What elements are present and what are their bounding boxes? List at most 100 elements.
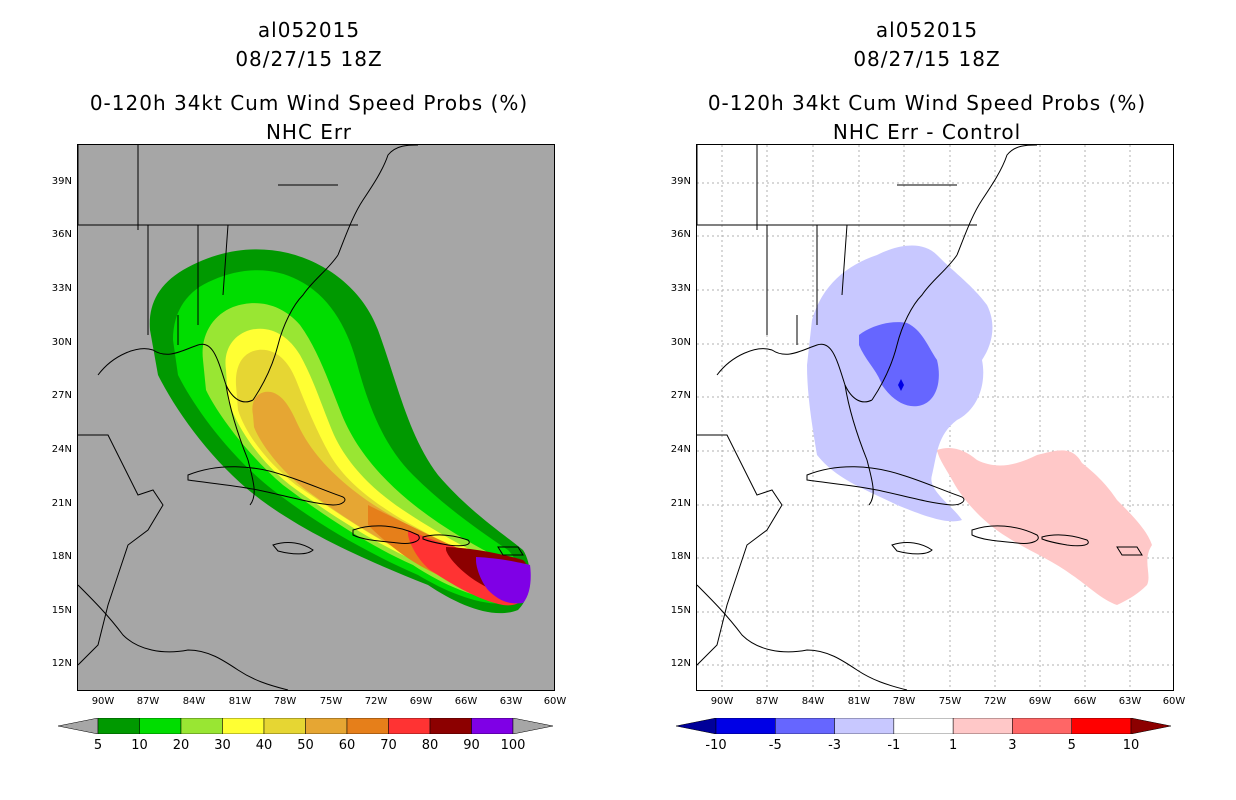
- lon-label: 78W: [273, 696, 297, 707]
- lon-label: 63W: [1118, 696, 1142, 707]
- colorbar-label: 10: [131, 738, 148, 753]
- lon-label: 72W: [364, 696, 388, 707]
- colorbar-label: -3: [828, 738, 842, 753]
- lon-label: 60W: [543, 696, 567, 707]
- colorbar-segment: [1071, 718, 1132, 734]
- colorbar-segment: [429, 718, 472, 734]
- colorbar-segment: [952, 718, 1013, 734]
- colorbar-segment: [388, 718, 431, 734]
- lon-label: 78W: [892, 696, 916, 707]
- probability-swath: [149, 249, 531, 614]
- difference-map-canvas: [697, 145, 1173, 690]
- lon-label: 75W: [319, 696, 343, 707]
- lat-label: 12N: [51, 658, 72, 669]
- colorbar-label: 3: [1008, 738, 1017, 753]
- colorbar-label: 5: [1067, 738, 1076, 753]
- colorbar-segment: [346, 718, 389, 734]
- panel-subtitle: NHC Err: [265, 120, 353, 144]
- lat-label: 27N: [670, 390, 691, 401]
- lon-label: 66W: [454, 696, 478, 707]
- colorbar-label: 100: [500, 738, 526, 753]
- colorbar-label: 80: [421, 738, 439, 753]
- colorbar-segment: [263, 718, 306, 734]
- lon-label: 72W: [983, 696, 1007, 707]
- storm-id: al052015: [257, 18, 361, 42]
- difference-map: [696, 144, 1174, 691]
- colorbar-label: 1: [949, 738, 958, 753]
- left-panel: al052015 08/27/15 18Z 0-120h 34kt Cum Wi…: [51, 18, 567, 753]
- lat-label: 21N: [51, 498, 72, 509]
- lat-label: 15N: [51, 605, 72, 616]
- colorbar-segment: [471, 718, 514, 734]
- product-title: 0-120h 34kt Cum Wind Speed Probs (%): [89, 91, 529, 115]
- colorbar-segment: [97, 718, 140, 734]
- colorbar-label: 10: [1122, 738, 1140, 753]
- colorbar-segment: [1012, 718, 1072, 734]
- lat-label: 33N: [670, 283, 691, 294]
- lat-label: 12N: [670, 658, 691, 669]
- colorbar-segment: [180, 718, 223, 734]
- colorbar-label: 60: [338, 738, 356, 753]
- colorbar-segment: [139, 718, 182, 734]
- difference-contours: [807, 245, 1152, 605]
- lat-label: 36N: [51, 229, 72, 240]
- coastlines: [697, 145, 1143, 690]
- lon-label: 60W: [1162, 696, 1186, 707]
- lon-label: 69W: [1028, 696, 1052, 707]
- panel-subtitle: NHC Err - Control: [832, 120, 1022, 144]
- lat-label: 24N: [670, 444, 691, 455]
- colorbar-segment: [834, 718, 895, 734]
- lat-label: 18N: [670, 551, 691, 562]
- lon-label: 87W: [136, 696, 160, 707]
- coastlines: [78, 145, 524, 690]
- lat-label: 30N: [51, 337, 72, 348]
- forecast-datetime: 08/27/15 18Z: [235, 47, 383, 71]
- colorbar-segment: [775, 718, 835, 734]
- colorbar: [58, 718, 553, 734]
- lat-label: 21N: [670, 498, 691, 509]
- right-panel: al052015 08/27/15 18Z 0-120h 34kt Cum Wi…: [618, 0, 1236, 800]
- colorbar-label: -1: [887, 738, 901, 753]
- colorbar-label: -10: [705, 738, 727, 753]
- lon-label: 87W: [755, 696, 779, 707]
- product-title: 0-120h 34kt Cum Wind Speed Probs (%): [707, 91, 1147, 115]
- colorbar-segment: [305, 718, 348, 734]
- lon-label: 84W: [182, 696, 206, 707]
- lon-label: 75W: [938, 696, 962, 707]
- colorbar-label: 70: [380, 738, 397, 753]
- lat-label: 27N: [51, 390, 72, 401]
- colorbar-label: 5: [93, 738, 103, 753]
- colorbar-underflow-arrow: [676, 718, 717, 734]
- colorbar-segment: [222, 718, 265, 734]
- probability-map: [77, 144, 555, 691]
- colorbar: [676, 718, 1171, 734]
- lat-label: 24N: [51, 444, 72, 455]
- lon-label: 63W: [499, 696, 523, 707]
- colorbar-segment: [893, 718, 954, 734]
- lon-label: 81W: [228, 696, 252, 707]
- colorbar-label: -5: [768, 738, 782, 753]
- colorbar-label: 20: [172, 738, 190, 753]
- lat-label: 15N: [670, 605, 691, 616]
- lat-label: 39N: [670, 176, 691, 187]
- colorbar-label: 40: [255, 738, 273, 753]
- lon-label: 66W: [1073, 696, 1097, 707]
- colorbar-overflow-arrow: [1130, 718, 1171, 734]
- forecast-datetime: 08/27/15 18Z: [853, 47, 1001, 71]
- probability-map-canvas: [78, 145, 531, 690]
- storm-id: al052015: [875, 18, 979, 42]
- lon-label: 84W: [801, 696, 825, 707]
- lon-label: 90W: [91, 696, 115, 707]
- colorbar-label: 90: [463, 738, 480, 753]
- lon-label: 69W: [409, 696, 433, 707]
- colorbar-underflow-arrow: [58, 718, 99, 734]
- lat-label: 30N: [670, 337, 691, 348]
- lat-label: 33N: [51, 283, 72, 294]
- lat-label: 18N: [51, 551, 72, 562]
- lon-label: 81W: [847, 696, 871, 707]
- colorbar-label: 30: [214, 738, 231, 753]
- lat-label: 36N: [670, 229, 691, 240]
- colorbar-overflow-arrow: [512, 718, 553, 734]
- colorbar-label: 50: [297, 738, 314, 753]
- lat-label: 39N: [51, 176, 72, 187]
